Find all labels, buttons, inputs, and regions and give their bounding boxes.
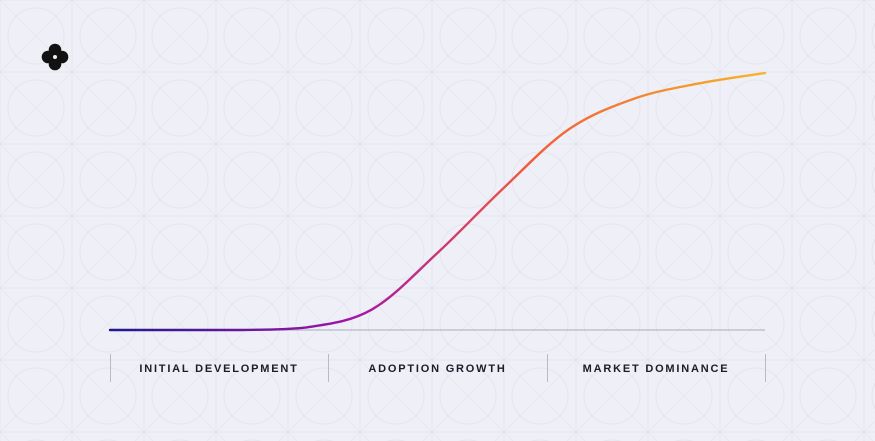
phase-label-market-dominance: MARKET DOMINANCE [582, 363, 730, 375]
four-petal-flower-icon [41, 43, 69, 71]
phase-divider-2 [547, 354, 548, 382]
phase-divider-1 [328, 354, 329, 382]
phase-divider-end [765, 354, 766, 382]
phase-label-initial-development: INITIAL DEVELOPMENT [139, 363, 299, 375]
phase-divider-start [110, 354, 111, 382]
phase-label-adoption-growth: ADOPTION GROWTH [368, 363, 507, 375]
adoption-curve-line [108, 71, 767, 332]
